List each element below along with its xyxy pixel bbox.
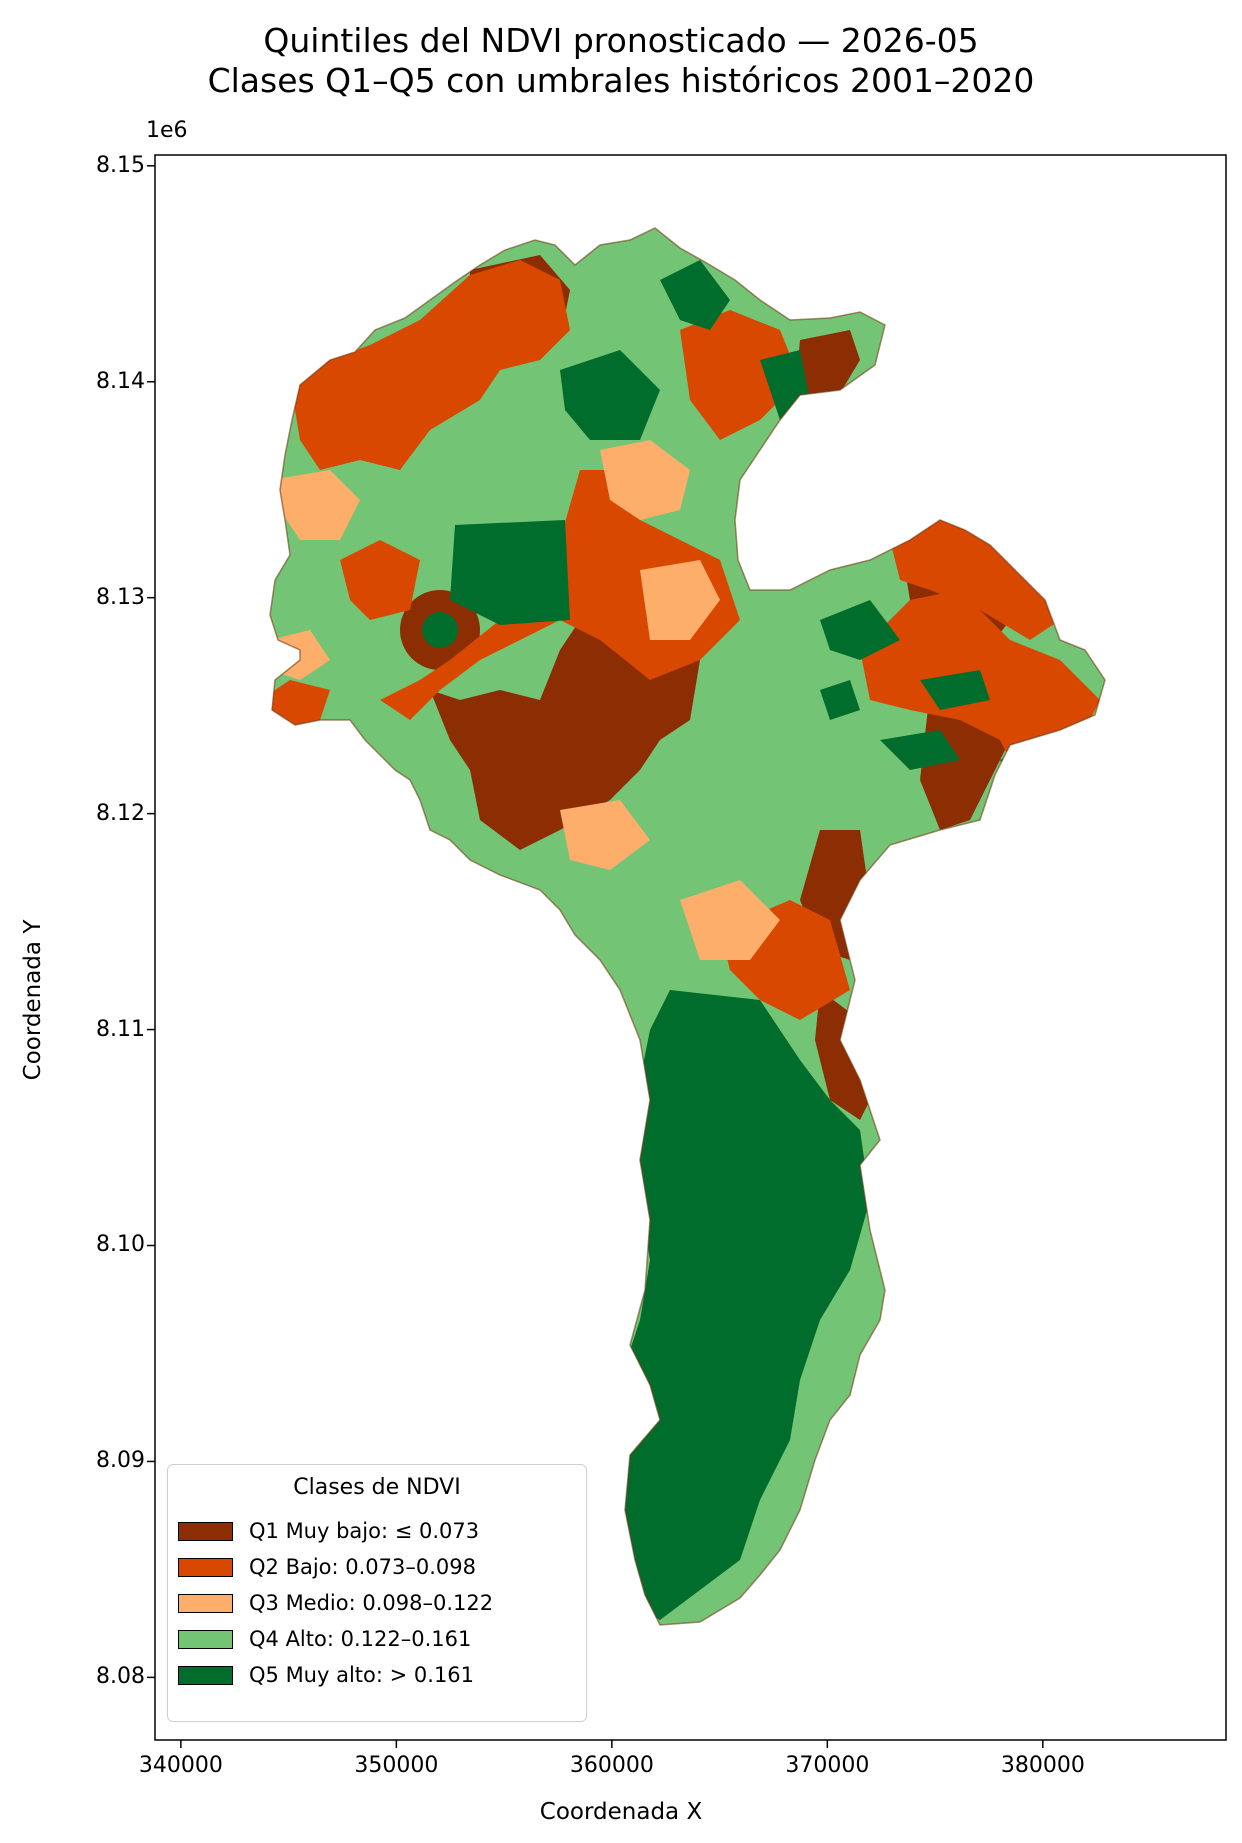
class-q2-region — [340, 540, 420, 620]
legend-item-q3: Q3 Medio: 0.098–0.122 — [178, 1589, 493, 1617]
y-tick-label: 8.15 — [96, 152, 145, 178]
ndvi-raster — [270, 228, 1105, 1625]
legend-item-q4: Q4 Alto: 0.122–0.161 — [178, 1625, 471, 1653]
class-q3-region — [560, 800, 650, 870]
class-q5-region — [560, 350, 660, 440]
legend-label-q2: Q2 Bajo: 0.073–0.098 — [249, 1555, 477, 1579]
x-tick-label: 340000 — [138, 1753, 223, 1778]
class-q2-region — [290, 260, 570, 470]
basin-outline — [269, 227, 1106, 1626]
y-tick-label: 8.14 — [96, 368, 145, 394]
legend-label-q1: Q1 Muy bajo: ≤ 0.073 — [249, 1519, 480, 1543]
legend-swatch-q2 — [178, 1557, 233, 1577]
legend-item-q5: Q5 Muy alto: > 0.161 — [178, 1661, 474, 1689]
x-axis-label: Coordenada X — [539, 1799, 703, 1825]
class-q5-region — [450, 520, 570, 625]
class-q5-region — [422, 612, 458, 648]
class-q5-region — [920, 670, 990, 710]
class-q2-region — [270, 680, 330, 730]
legend: Clases de NDVI Q1 Muy bajo: ≤ 0.073 Q2 B… — [167, 1464, 587, 1722]
legend-label-q5: Q5 Muy alto: > 0.161 — [249, 1663, 475, 1687]
legend-swatch-q5 — [178, 1665, 233, 1685]
legend-item-q2: Q2 Bajo: 0.073–0.098 — [178, 1553, 476, 1581]
class-q5-region — [820, 680, 860, 720]
class-q2-region — [680, 310, 800, 440]
legend-label-q3: Q3 Medio: 0.098–0.122 — [249, 1591, 494, 1615]
y-tick-label: 8.11 — [96, 1016, 145, 1042]
y-offset-label: 1e6 — [146, 118, 188, 143]
chart-subtitle: Clases Q1–Q5 con umbrales históricos 200… — [207, 61, 1035, 100]
class-q3-region — [270, 470, 360, 540]
class-q5-region — [820, 600, 900, 660]
class-q5-region — [880, 730, 960, 770]
x-tick-label: 350000 — [354, 1753, 439, 1778]
legend-title: Clases de NDVI — [293, 1475, 461, 1500]
legend-swatch-q4 — [178, 1629, 233, 1649]
class-q3-region — [640, 560, 720, 640]
legend-label-q4: Q4 Alto: 0.122–0.161 — [249, 1627, 472, 1651]
class-q1-region — [795, 330, 860, 410]
y-tick-label: 8.09 — [96, 1448, 145, 1474]
y-tick-label: 8.10 — [96, 1232, 145, 1258]
x-tick-label: 360000 — [569, 1753, 654, 1778]
legend-item-q1: Q1 Muy bajo: ≤ 0.073 — [178, 1517, 479, 1545]
chart-title: Quintiles del NDVI pronosticado — 2026-0… — [263, 21, 979, 60]
class-q3-region — [600, 440, 690, 520]
axes-frame — [154, 154, 1227, 1741]
tick-marks — [147, 165, 1044, 1748]
y-tick-label: 8.08 — [96, 1664, 145, 1690]
y-axis-label: Coordenada Y — [20, 919, 46, 1081]
y-tick-label: 8.13 — [96, 584, 145, 610]
class-q3-region — [680, 880, 780, 960]
class-q5-region — [610, 990, 870, 1620]
legend-swatch-q1 — [178, 1521, 233, 1541]
class-q5-region — [660, 260, 730, 330]
x-tick-label: 380000 — [1000, 1753, 1085, 1778]
legend-swatch-q3 — [178, 1593, 233, 1613]
y-tick-label: 8.12 — [96, 800, 145, 826]
x-tick-label: 370000 — [785, 1753, 870, 1778]
